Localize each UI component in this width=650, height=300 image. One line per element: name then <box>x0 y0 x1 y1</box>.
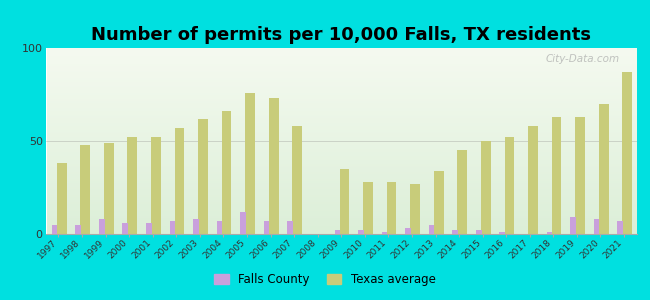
Bar <box>245 93 255 234</box>
Bar <box>335 230 340 234</box>
Bar <box>104 143 114 234</box>
Bar <box>269 98 279 234</box>
Bar <box>99 219 105 234</box>
Title: Number of permits per 10,000 Falls, TX residents: Number of permits per 10,000 Falls, TX r… <box>91 26 592 44</box>
Bar <box>618 221 623 234</box>
Bar <box>429 225 434 234</box>
Bar <box>599 104 608 234</box>
Bar <box>528 126 538 234</box>
Bar <box>292 126 302 234</box>
Bar <box>146 223 151 234</box>
Bar <box>170 221 176 234</box>
Bar <box>452 230 458 234</box>
Bar <box>476 230 482 234</box>
Bar <box>81 145 90 234</box>
Bar <box>216 221 222 234</box>
Bar <box>240 212 246 234</box>
Bar <box>481 141 491 234</box>
Bar <box>52 225 57 234</box>
Bar <box>622 72 632 234</box>
Bar <box>570 217 576 234</box>
Bar <box>222 111 231 234</box>
Bar <box>75 225 81 234</box>
Bar <box>593 219 599 234</box>
Bar <box>434 171 443 234</box>
Bar <box>499 232 505 234</box>
Bar <box>363 182 373 234</box>
Bar <box>339 169 349 234</box>
Bar <box>198 119 208 234</box>
Bar <box>358 230 364 234</box>
Bar <box>151 137 161 234</box>
Bar <box>405 228 411 234</box>
Bar <box>552 117 562 234</box>
Legend: Falls County, Texas average: Falls County, Texas average <box>209 269 441 291</box>
Bar <box>127 137 137 234</box>
Bar <box>575 117 585 234</box>
Bar <box>193 219 199 234</box>
Text: City-Data.com: City-Data.com <box>545 54 619 64</box>
Bar <box>57 163 66 234</box>
Bar <box>264 221 270 234</box>
Bar <box>410 184 420 234</box>
Bar <box>122 223 128 234</box>
Bar <box>458 150 467 234</box>
Bar <box>504 137 514 234</box>
Bar <box>387 182 396 234</box>
Bar <box>547 232 552 234</box>
Bar <box>175 128 185 234</box>
Bar <box>287 221 293 234</box>
Bar <box>382 232 387 234</box>
